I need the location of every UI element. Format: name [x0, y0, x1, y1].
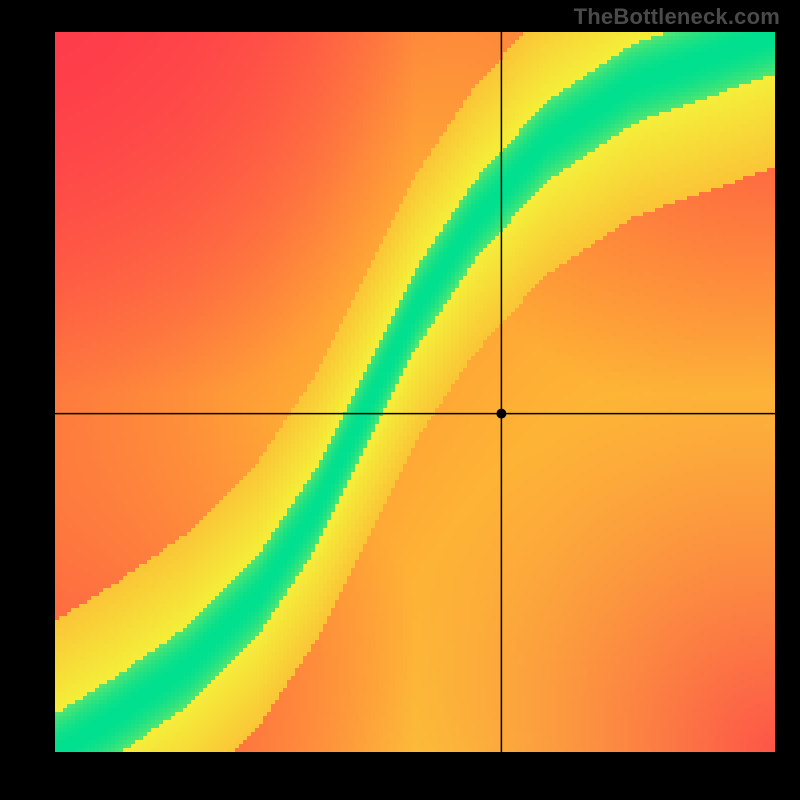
plot-area [55, 32, 775, 752]
watermark-text: TheBottleneck.com [574, 4, 780, 30]
bottleneck-heatmap [55, 32, 775, 752]
chart-frame: TheBottleneck.com [0, 0, 800, 800]
